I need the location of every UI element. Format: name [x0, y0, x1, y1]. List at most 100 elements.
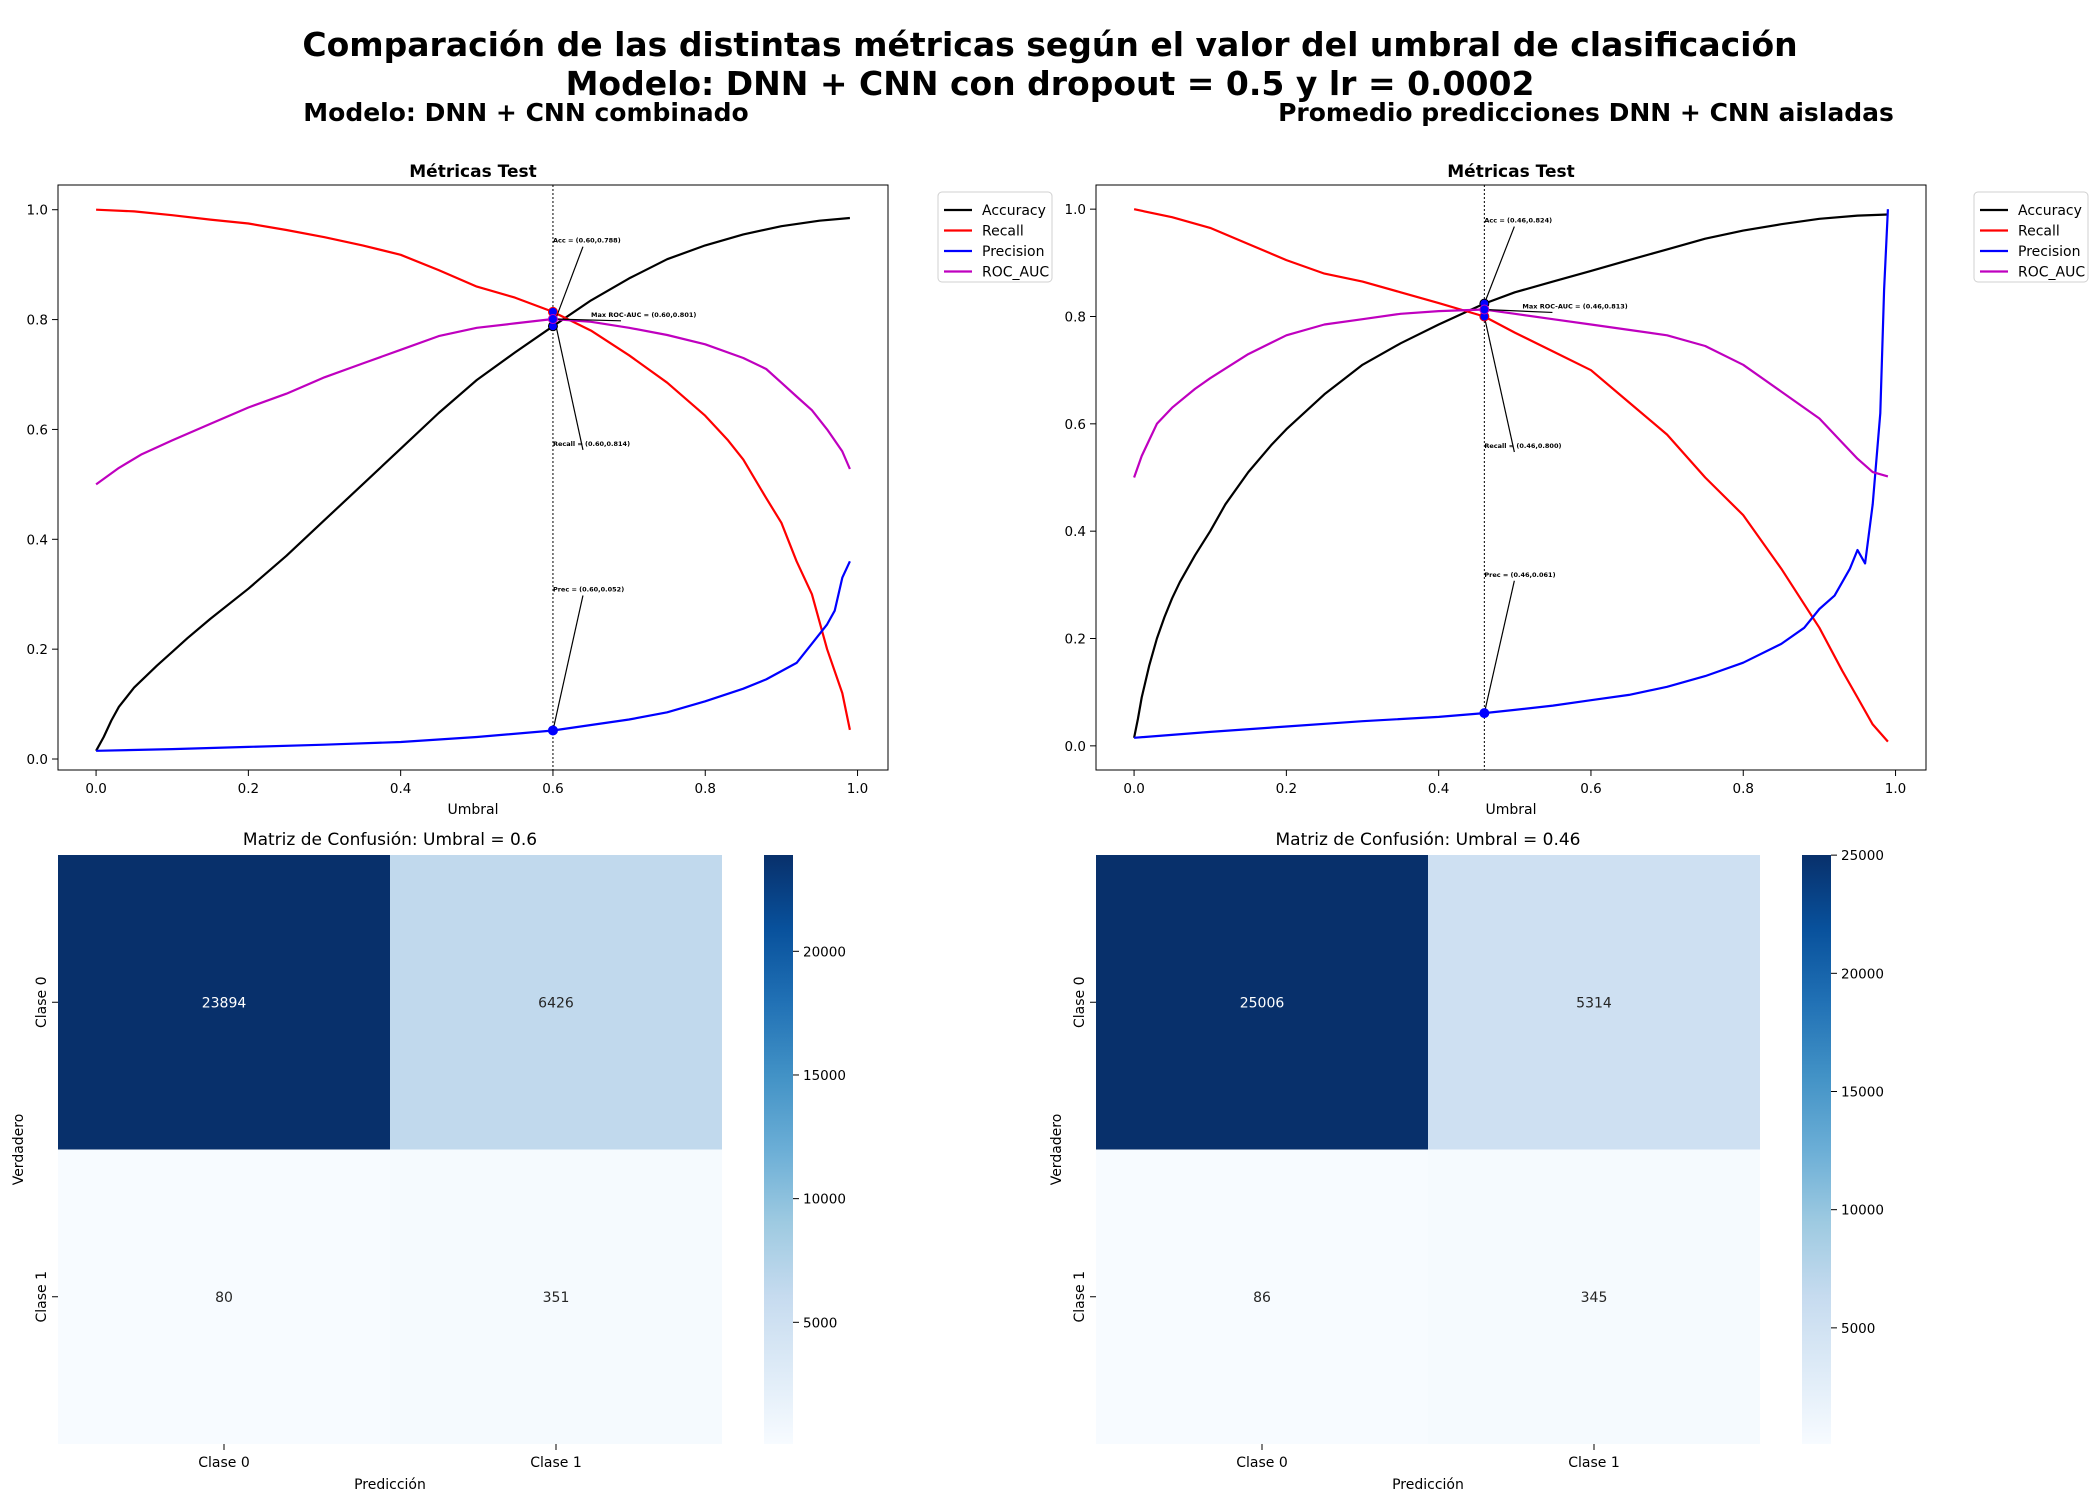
figure-title-line1: Comparación de las distintas métricas se… [302, 25, 1797, 64]
annotation-arrow [1483, 316, 1515, 453]
colorbar-tick-label: 25000 [1841, 848, 1884, 864]
heatmap-cell [390, 1149, 722, 1444]
plot-frame [1095, 184, 1927, 771]
x-tick-label: 0.2 [238, 781, 259, 797]
y-category-label: Clase 1 [1072, 1271, 1088, 1323]
chart-title: Métricas Test [1447, 162, 1574, 182]
y-tick-label: 0.6 [27, 422, 48, 438]
y-category-label: Clase 0 [1072, 976, 1088, 1028]
x-axis-label: Umbral [448, 802, 499, 818]
cell-value-label: 25006 [1240, 995, 1285, 1011]
right-subtitle: Promedio predicciones DNN + CNN aisladas [1278, 98, 1894, 127]
series-line-roc_auc [95, 317, 851, 486]
cell-value-label: 5314 [1576, 995, 1612, 1011]
x-tick-label: 0.6 [1580, 781, 1601, 797]
legend-label-accuracy: Accuracy [982, 203, 1046, 219]
colorbar-tick-label: 15000 [803, 1068, 846, 1084]
legend-label-roc_auc: ROC_AUC [2018, 265, 2085, 281]
x-category-label: Clase 1 [530, 1455, 582, 1471]
x-category-label: Clase 1 [1568, 1455, 1620, 1471]
annotation-text: Prec = (0.46,0.061) [1484, 571, 1555, 579]
series-line-precision [96, 560, 851, 752]
x-axis-label: Predicción [1392, 1477, 1464, 1493]
legend-box [937, 191, 1053, 283]
x-tick-label: 0.8 [1733, 781, 1754, 797]
series-line-accuracy [95, 216, 850, 752]
y-tick-label: 0.6 [1065, 417, 1086, 433]
colorbar-tick-label: 10000 [1841, 1203, 1884, 1219]
plot-frame [57, 184, 889, 771]
x-category-label: Clase 0 [1236, 1455, 1288, 1471]
series-line-accuracy [1133, 213, 1888, 739]
colorbar-tick-label: 5000 [803, 1315, 837, 1331]
y-tick-label: 0.4 [27, 532, 48, 548]
confusion-matrix-left: Matriz de Confusión: Umbral = 0.6 23894 64… [11, 830, 846, 1493]
colorbar-tick-label: 5000 [1841, 1321, 1875, 1337]
heatmap-cell [58, 855, 390, 1150]
x-tick-label: 0.8 [695, 781, 716, 797]
marker-roc_auc [1479, 304, 1490, 315]
colorbar-tick-label: 20000 [803, 944, 846, 960]
annotation-text: Recall = (0.60,0.814) [553, 440, 630, 448]
y-tick-label: 1.0 [1065, 202, 1086, 218]
annotation-arrow [552, 318, 622, 322]
x-tick-label: 0.6 [542, 781, 563, 797]
annotation-text: Max ROC-AUC = (0.60,0.801) [591, 311, 696, 319]
cell-value-label: 351 [543, 1290, 570, 1306]
figure-title-line2: Modelo: DNN + CNN con dropout = 0.5 y lr… [566, 64, 1535, 103]
annotation-arrow [1484, 308, 1553, 314]
cell-value-label: 23894 [202, 995, 247, 1011]
marker-roc_auc [547, 314, 558, 325]
y-category-label: Clase 1 [34, 1271, 50, 1323]
marker-precision [1479, 708, 1490, 719]
annotation-text: Prec = (0.60,0.052) [553, 585, 624, 593]
annotation-arrow [552, 311, 584, 451]
y-tick-label: 1.0 [27, 203, 48, 219]
legend-label-precision: Precision [982, 244, 1044, 260]
y-category-label: Clase 0 [34, 976, 50, 1028]
x-axis-label: Umbral [1486, 802, 1537, 818]
x-tick-label: 0.4 [1428, 781, 1449, 797]
y-axis-label: Verdadero [1049, 1114, 1065, 1186]
y-tick-label: 0.8 [1065, 309, 1086, 325]
annotation-arrow [552, 595, 584, 731]
annotation-text: Max ROC-AUC = (0.46,0.813) [1522, 302, 1627, 310]
cell-value-label: 86 [1253, 1290, 1271, 1306]
colorbar-tick-label: 10000 [803, 1192, 846, 1208]
marker-precision [547, 725, 558, 736]
x-tick-label: 1.0 [1885, 781, 1906, 797]
y-axis-label: Verdadero [11, 1114, 27, 1186]
annotation-text: Acc = (0.46,0.824) [1484, 217, 1552, 225]
y-tick-label: 0.2 [27, 642, 48, 658]
heatmap-cell [1096, 1149, 1428, 1444]
series-line-recall [1133, 208, 1889, 743]
y-tick-label: 0.0 [27, 752, 48, 768]
colorbar-tick-label: 20000 [1841, 966, 1884, 982]
legend-label-recall: Recall [2018, 224, 2060, 240]
heatmap-title: Matriz de Confusión: Umbral = 0.46 [1276, 830, 1581, 850]
heatmap-cell [1428, 1149, 1760, 1444]
annotation-text: Recall = (0.46,0.800) [1484, 442, 1561, 450]
series-line-precision [1134, 209, 1889, 739]
cell-value-label: 80 [215, 1290, 233, 1306]
legend-label-recall: Recall [982, 224, 1024, 240]
cell-value-label: 6426 [538, 995, 574, 1011]
cell-value-label: 345 [1581, 1290, 1608, 1306]
colorbar [1802, 855, 1831, 1444]
x-tick-label: 0.2 [1276, 781, 1297, 797]
x-tick-label: 0.4 [390, 781, 411, 797]
annotation-text: Acc = (0.60,0.788) [553, 237, 621, 245]
y-tick-label: 0.4 [1065, 524, 1086, 540]
heatmap-cell [1096, 855, 1428, 1150]
y-tick-label: 0.0 [1065, 739, 1086, 755]
x-axis-label: Predicción [354, 1477, 426, 1493]
legend-box [1973, 191, 2089, 283]
heatmap-cell [390, 855, 722, 1150]
heatmap-cell [58, 1149, 390, 1444]
x-tick-label: 1.0 [847, 781, 868, 797]
legend-label-roc_auc: ROC_AUC [982, 265, 1049, 281]
x-category-label: Clase 0 [198, 1455, 250, 1471]
chart-title: Métricas Test [409, 162, 536, 182]
legend-label-accuracy: Accuracy [2018, 203, 2082, 219]
